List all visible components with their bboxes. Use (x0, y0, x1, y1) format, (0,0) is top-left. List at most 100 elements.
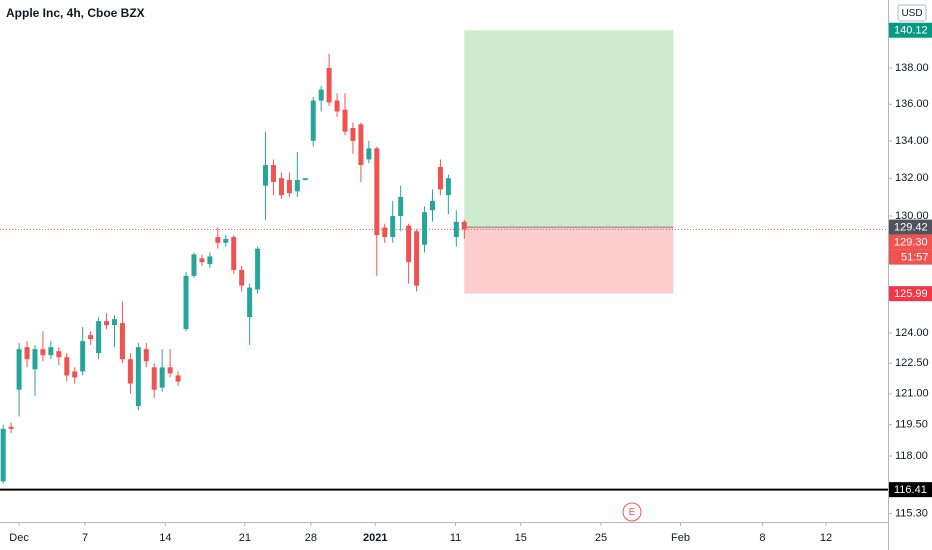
x-tick-label: 11 (450, 532, 461, 544)
x-tick-label: 12 (820, 532, 832, 544)
candle-body (406, 225, 412, 263)
candle-body (334, 100, 340, 112)
x-tick-label: 15 (515, 532, 527, 544)
y-tick-label: 132.00 (895, 172, 929, 184)
last-price-label: 129.30 (894, 236, 928, 248)
candle-body (437, 166, 443, 190)
candle-body (215, 237, 221, 243)
candle-body (175, 375, 181, 382)
y-tick-label: 124.00 (895, 327, 929, 339)
hline-label: 116.41 (894, 484, 927, 496)
candle-body (326, 68, 332, 103)
candle-body (135, 347, 141, 407)
candle-body (366, 148, 372, 160)
candle-body (96, 321, 102, 354)
candle-body (48, 347, 54, 356)
candle-body (318, 89, 324, 101)
candle-body (390, 216, 396, 238)
y-tick-label: 118.00 (895, 450, 928, 462)
chart-title: Apple Inc, 4h, Cboe BZX (6, 6, 145, 20)
candle-body (199, 258, 205, 263)
candle-body (398, 197, 404, 217)
y-tick-label: 136.00 (895, 98, 929, 110)
candle-body (278, 178, 284, 196)
candle-body (239, 269, 245, 286)
candle-body (88, 335, 94, 340)
y-tick-label: 130.00 (895, 210, 929, 222)
y-tick-label: 122.50 (895, 357, 929, 369)
y-tick-label: 138.00 (895, 62, 929, 74)
candle-body (16, 349, 22, 390)
candle-body (223, 238, 229, 243)
entry-label: 129.42 (894, 221, 928, 233)
hline-label-box (889, 482, 932, 498)
candle-body (374, 148, 380, 236)
candle-body (294, 180, 300, 192)
candle-body (183, 275, 189, 330)
candle-body (167, 367, 173, 374)
candle-body (255, 248, 261, 290)
stop-zone (464, 227, 674, 294)
candle-body (40, 349, 46, 356)
currency[interactable]: USD (901, 8, 922, 19)
candle-body (445, 178, 451, 196)
candle-body (263, 165, 269, 186)
candle-body (191, 254, 197, 276)
y-tick-label: 121.00 (895, 388, 929, 400)
y-tick-label: 119.50 (895, 419, 928, 431)
candle-body (358, 124, 364, 166)
stop-label-box (889, 286, 932, 302)
entry-label-box (889, 219, 932, 235)
event-marker[interactable] (622, 502, 642, 522)
candle-body (56, 351, 62, 358)
candle-body (159, 367, 165, 388)
y-tick-label: 134.00 (895, 135, 929, 147)
x-tick-label: 7 (82, 532, 88, 544)
countdown-box (889, 249, 932, 265)
y-tick-label: 115.30 (895, 507, 928, 519)
target-label-box (889, 22, 932, 38)
candle-body (72, 371, 78, 378)
candle-body (453, 221, 459, 238)
candle-body (422, 212, 428, 245)
candle-body (342, 109, 348, 132)
x-tick-label: Dec (9, 532, 29, 544)
candle-body (143, 349, 149, 362)
candle-body (151, 367, 157, 390)
stop-label: 125.99 (894, 288, 928, 300)
countdown: 51:57 (901, 251, 929, 263)
candle-body (80, 341, 86, 372)
candle-body (350, 127, 356, 141)
target-label: 140.12 (894, 25, 928, 37)
candle-body (310, 100, 316, 141)
currency-box[interactable] (897, 4, 927, 22)
candle-body (382, 227, 388, 238)
candle-body (207, 256, 213, 265)
candle-body (270, 165, 276, 182)
x-tick-label: Feb (671, 532, 690, 544)
candle-body (247, 287, 253, 318)
target-zone (464, 30, 674, 228)
candle-body (32, 349, 38, 370)
x-tick-label: 25 (595, 532, 607, 544)
candle-body (231, 237, 237, 270)
candle-body (24, 347, 30, 360)
candle-body (302, 178, 308, 181)
x-tick-label: 21 (239, 532, 251, 544)
candle-body (461, 221, 467, 230)
last-price-label-box (889, 234, 932, 250)
candle-body (429, 200, 435, 211)
x-tick-label: 28 (305, 532, 317, 544)
x-tick-label: 8 (759, 532, 765, 544)
candle-body (111, 319, 117, 326)
candle-body (0, 428, 6, 482)
candle-body (414, 231, 420, 286)
x-tick-label: 14 (159, 532, 171, 544)
event-label: E (629, 507, 636, 518)
candle-body (8, 426, 14, 429)
candle-body (119, 323, 125, 360)
candle-body (64, 357, 70, 376)
candle-body (104, 321, 110, 326)
candle-body (286, 180, 292, 194)
